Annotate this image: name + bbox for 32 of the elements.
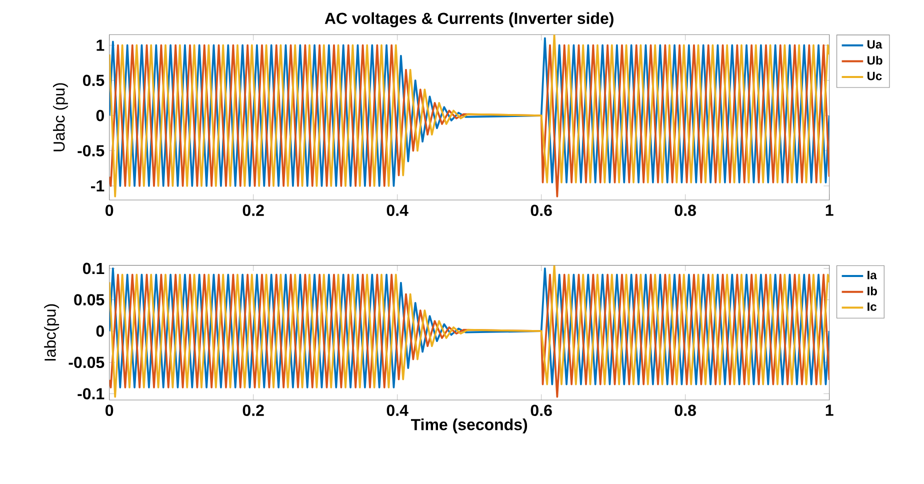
y-axis-title: Iabc(pu) bbox=[44, 304, 60, 361]
y-tick-label: -0.05 bbox=[68, 356, 104, 368]
x-tick-label: 0 bbox=[106, 404, 114, 416]
y-tick-label: 0.1 bbox=[83, 262, 104, 274]
legend-label: Ic bbox=[868, 302, 876, 311]
legend-label: Ua bbox=[868, 40, 882, 49]
y-tick-label: -0.1 bbox=[78, 388, 104, 400]
x-tick-label: 1 bbox=[826, 404, 834, 416]
x-tick-label: 0.8 bbox=[674, 404, 696, 416]
legend-label: Uc bbox=[868, 72, 882, 80]
y-tick-label: -1 bbox=[91, 180, 104, 192]
y-tick-label: -0.5 bbox=[78, 145, 104, 156]
x-tick-label: 0.2 bbox=[242, 404, 264, 416]
x-tick-label: 0.4 bbox=[386, 204, 408, 216]
legend-label: Ia bbox=[868, 270, 877, 280]
y-tick-label: 0 bbox=[96, 325, 104, 337]
y-tick-label: 0 bbox=[96, 110, 104, 122]
y-axis-title: Uabc (pu) bbox=[53, 83, 68, 152]
x-tick-label: 1 bbox=[826, 204, 834, 216]
y-tick-label: 0.05 bbox=[74, 294, 104, 306]
legend-label: Ub bbox=[868, 56, 882, 65]
legend-label: Ib bbox=[868, 286, 877, 296]
x-tick-label: 0 bbox=[106, 204, 114, 216]
x-tick-label: 0.4 bbox=[386, 404, 408, 416]
x-tick-label: 0.8 bbox=[674, 204, 696, 216]
y-tick-label: 0.5 bbox=[83, 74, 104, 86]
x-tick-label: 0.6 bbox=[530, 204, 552, 216]
y-tick-label: 1 bbox=[96, 40, 104, 51]
x-tick-label: 0.2 bbox=[242, 204, 264, 216]
x-tick-label: 0.6 bbox=[530, 404, 552, 416]
x-axis-title: Time (seconds) bbox=[410, 418, 528, 434]
chart-title: AC voltages & Currents (Inverter side) bbox=[324, 12, 614, 28]
